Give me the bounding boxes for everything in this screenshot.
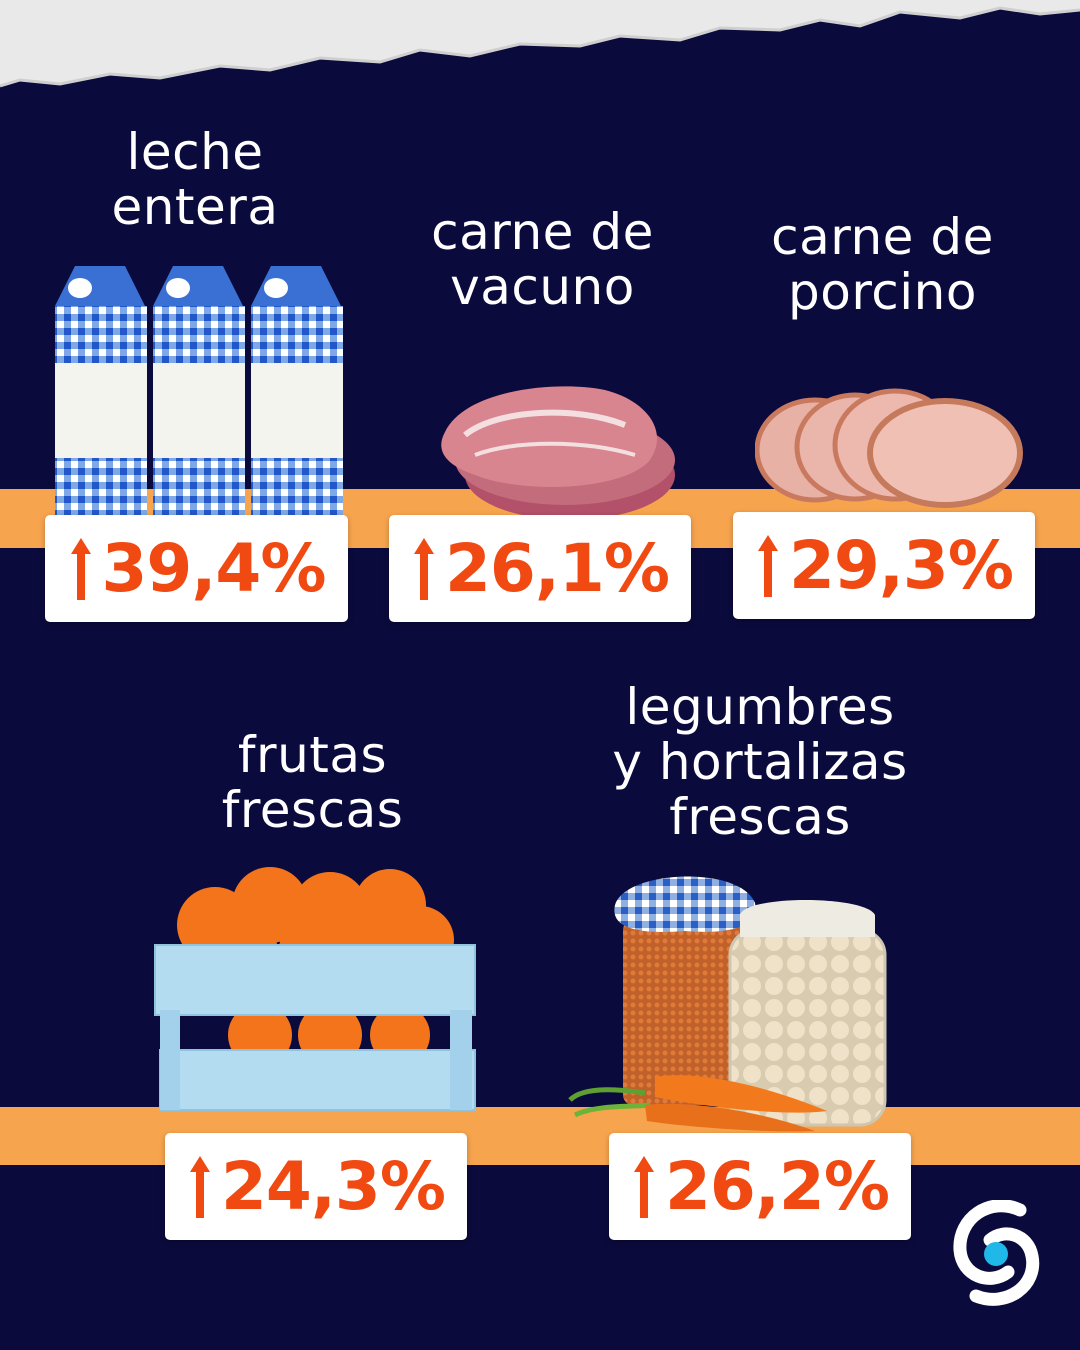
item-label-leche: leche entera <box>111 123 279 236</box>
legume-jars-icon <box>568 876 887 1132</box>
torn-paper-header <box>0 0 1080 88</box>
milk-cartons-icon <box>55 266 343 521</box>
change-value: 29,3% <box>789 526 1014 604</box>
up-arrow-icon <box>190 1155 210 1218</box>
change-badge-porcino: 29,3% <box>733 512 1035 619</box>
change-badge-frutas: 24,3% <box>165 1133 467 1240</box>
orange-crate-icon <box>154 867 476 1111</box>
change-badge-leche: 39,4% <box>45 515 348 622</box>
change-badge-legumbres: 26,2% <box>609 1133 911 1240</box>
change-value: 26,1% <box>445 529 670 607</box>
up-arrow-icon <box>70 537 91 600</box>
item-label-vacuno: carne de vacuno <box>431 203 654 316</box>
change-value: 39,4% <box>101 529 327 607</box>
item-label-frutas: frutas frescas <box>221 726 404 839</box>
change-value: 24,3% <box>221 1147 446 1225</box>
item-label-legumbres: legumbres y hortalizas frescas <box>612 678 908 846</box>
brand-logo-icon <box>953 1200 1040 1306</box>
change-value: 26,2% <box>665 1147 890 1225</box>
up-arrow-icon <box>634 1155 654 1218</box>
ham-slices-icon <box>755 388 1023 508</box>
item-label-porcino: carne de porcino <box>771 208 994 321</box>
beef-steak-icon <box>441 386 675 520</box>
up-arrow-icon <box>758 534 778 597</box>
orange-band-bottom <box>0 1107 1080 1165</box>
up-arrow-icon <box>414 537 434 600</box>
change-badge-vacuno: 26,1% <box>389 515 691 622</box>
